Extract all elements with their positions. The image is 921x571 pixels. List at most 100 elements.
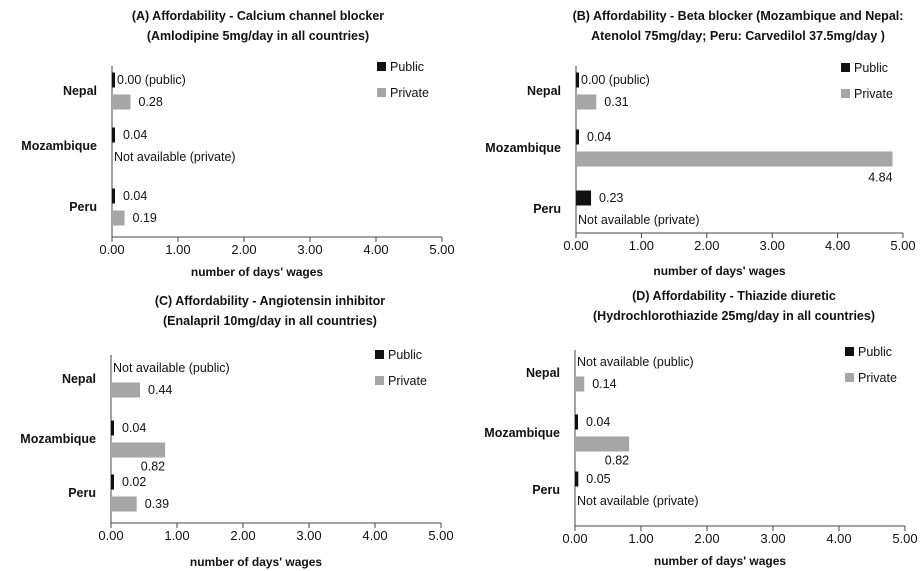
legend: Public Private [377, 60, 429, 100]
category-label: Peru [69, 200, 97, 214]
x-tick-label: 3.00 [760, 238, 785, 253]
legend-label: Public [390, 60, 424, 74]
chart-subtitle: (Amlodipine 5mg/day in all countries) [147, 29, 369, 43]
legend-label: Private [858, 371, 897, 385]
legend-swatch [841, 89, 850, 98]
x-tick-label: 1.00 [629, 238, 654, 253]
legend: Public Private [375, 348, 427, 388]
legend: Public Private [841, 61, 893, 101]
category-label: Peru [532, 483, 560, 497]
x-tick-label: 0.00 [98, 528, 123, 543]
legend-swatch [845, 347, 854, 356]
bar [112, 72, 115, 88]
bar [112, 188, 115, 204]
bar-value-label: 4.84 [868, 171, 892, 185]
chart-panel-c: (C) Affordability - Angiotensin inhibito… [20, 294, 453, 569]
legend-label: Public [388, 348, 422, 362]
x-tick-label: 1.00 [628, 531, 653, 546]
bar [576, 72, 579, 88]
x-tick-label: 2.00 [694, 531, 719, 546]
legend-swatch [841, 63, 850, 72]
legend-swatch [377, 88, 386, 97]
x-tick-label: 5.00 [890, 238, 915, 253]
bar-value-label: 0.00 (public) [117, 73, 186, 87]
legend-swatch [377, 62, 386, 71]
bar [576, 151, 893, 167]
category-label: Mozambique [20, 432, 96, 446]
x-tick-label: 2.00 [230, 528, 255, 543]
bar-value-label: 0.04 [123, 128, 147, 142]
bar-value-label: 0.82 [141, 460, 165, 474]
x-tick-label: 0.00 [562, 531, 587, 546]
bar-value-label: 0.28 [138, 95, 162, 109]
legend-label: Private [390, 86, 429, 100]
x-tick-label: 3.00 [760, 531, 785, 546]
bar [112, 127, 115, 143]
chart-subtitle: Atenolol 75mg/day; Peru: Carvedilol 37.5… [591, 29, 885, 43]
category-label: Nepal [62, 372, 96, 386]
bar [575, 471, 579, 487]
category-label: Mozambique [484, 426, 560, 440]
x-axis-label: number of days' wages [654, 554, 787, 568]
chart-title: (A) Affordability - Calcium channel bloc… [132, 9, 384, 23]
category-label: Nepal [526, 366, 560, 380]
bar-value-label: 0.82 [605, 454, 629, 468]
chart-panel-a: (A) Affordability - Calcium channel bloc… [21, 9, 454, 279]
not-available-label: Not available (public) [113, 361, 230, 375]
bar-value-label: 0.39 [145, 497, 169, 511]
bar-value-label: 0.04 [122, 421, 146, 435]
x-axis-label: number of days' wages [191, 265, 324, 279]
x-tick-label: 4.00 [825, 238, 850, 253]
x-tick-label: 3.00 [297, 242, 322, 257]
x-tick-label: 4.00 [363, 242, 388, 257]
chart-title: (C) Affordability - Angiotensin inhibito… [155, 294, 385, 308]
category-label: Mozambique [485, 141, 561, 155]
legend-label: Public [858, 345, 892, 359]
not-available-label: Not available (public) [577, 355, 694, 369]
x-tick-label: 4.00 [362, 528, 387, 543]
bar-value-label: 0.05 [586, 472, 610, 486]
bar-value-label: 0.14 [592, 377, 616, 391]
bar [575, 414, 578, 430]
legend-swatch [375, 350, 384, 359]
chart-subtitle: (Hydrochlorothiazide 25mg/day in all cou… [593, 309, 875, 323]
bar-value-label: 0.02 [122, 475, 146, 489]
x-tick-label: 3.00 [296, 528, 321, 543]
bar [111, 496, 137, 512]
bar-value-label: 0.04 [586, 415, 610, 429]
chart-subtitle: (Enalapril 10mg/day in all countries) [163, 314, 377, 328]
legend-label: Public [854, 61, 888, 75]
x-tick-label: 2.00 [231, 242, 256, 257]
bar-value-label: 0.19 [133, 211, 157, 225]
bar [111, 382, 141, 398]
x-tick-label: 2.00 [694, 238, 719, 253]
bar [112, 94, 131, 110]
bar [111, 442, 166, 458]
bar-value-label: 0.04 [587, 130, 611, 144]
bar [575, 436, 630, 452]
x-tick-label: 0.00 [99, 242, 124, 257]
x-tick-label: 1.00 [164, 528, 189, 543]
not-available-label: Not available (private) [577, 494, 699, 508]
legend-swatch [845, 373, 854, 382]
chart-panel-b: (B) Affordability - Beta blocker (Mozamb… [485, 9, 915, 278]
x-tick-label: 0.00 [563, 238, 588, 253]
bar-value-label: 0.04 [123, 189, 147, 203]
legend-label: Private [854, 87, 893, 101]
bar-value-label: 0.00 (public) [581, 73, 650, 87]
x-tick-label: 5.00 [892, 531, 917, 546]
x-axis-label: number of days' wages [190, 555, 323, 569]
bar [576, 129, 579, 145]
bar [111, 474, 114, 490]
x-tick-label: 5.00 [429, 242, 454, 257]
chart-title: (D) Affordability - Thiazide diuretic [632, 289, 836, 303]
category-label: Peru [68, 486, 96, 500]
bar-value-label: 0.23 [599, 191, 623, 205]
bar-value-label: 0.44 [148, 383, 172, 397]
category-label: Peru [533, 202, 561, 216]
bar [576, 190, 592, 206]
legend-swatch [375, 376, 384, 385]
not-available-label: Not available (private) [578, 213, 700, 227]
bar [575, 376, 585, 392]
